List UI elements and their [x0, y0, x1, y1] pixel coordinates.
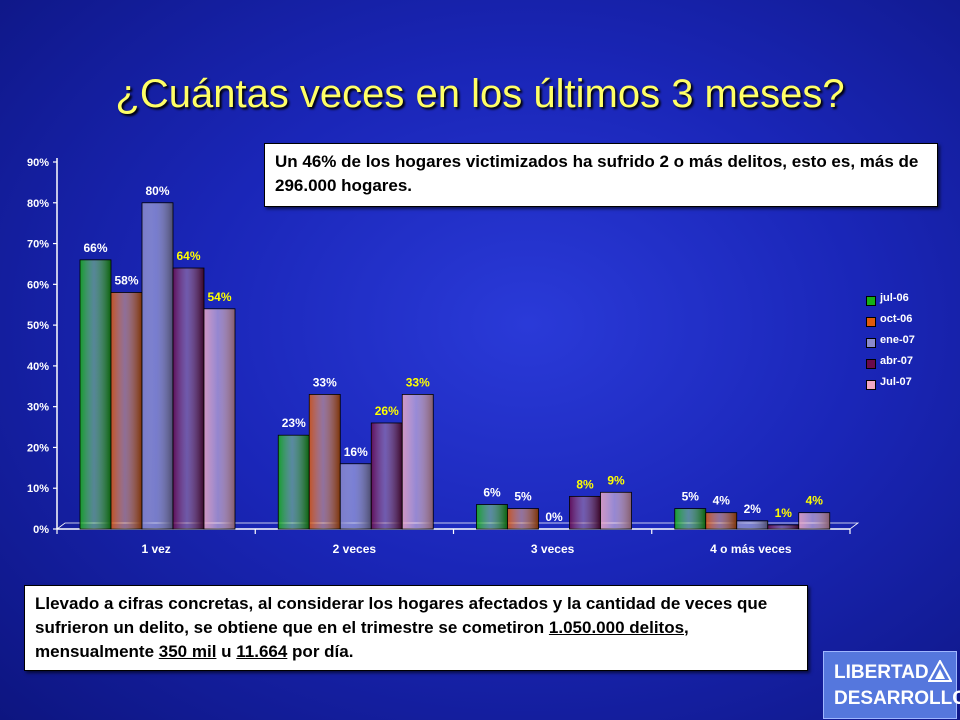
callout-bottom-text-4: por día. — [287, 642, 354, 661]
callout-bottom-text-1: Llevado a cifras concretas, al considera… — [35, 594, 768, 637]
legend-label: ene-07 — [880, 334, 915, 346]
data-label: 2% — [744, 502, 762, 516]
legend-swatch — [866, 380, 876, 390]
bar-jul-06-2 — [277, 434, 310, 530]
page-title: ¿Cuántas veces en los últimos 3 meses? — [115, 72, 845, 116]
data-label: 23% — [282, 416, 306, 430]
logo-line-2: DESARROLLO — [834, 688, 960, 709]
bar-abr-07-3 — [569, 495, 601, 530]
logo: LIBERTAD DESARROLLO — [823, 651, 960, 719]
data-label: 33% — [406, 375, 430, 389]
x-tick-label: 3 veces — [531, 542, 575, 556]
legend-swatch — [866, 338, 876, 348]
bar-Jul-07-4 — [798, 512, 831, 530]
callout-bottom-text-2: mensualmente — [35, 642, 159, 661]
data-label: 4% — [713, 494, 731, 508]
bar-oct-06-1 — [110, 292, 143, 530]
data-label: 4% — [806, 494, 824, 508]
logo-line-1: LIBERTAD — [834, 662, 929, 683]
data-label: 54% — [207, 290, 231, 304]
data-label: 5% — [682, 490, 700, 504]
data-label: 80% — [145, 184, 169, 198]
bar-ene-07-2 — [339, 463, 372, 530]
y-tick-label: 50% — [27, 320, 49, 332]
data-label: 1% — [775, 506, 793, 520]
data-label: 66% — [83, 241, 107, 255]
callout-bottom-text-3: u — [216, 642, 237, 661]
y-tick-label: 90% — [27, 157, 49, 169]
data-label: 16% — [344, 445, 368, 459]
callout-bottom-delitos: 1.050.000 delitos, — [548, 618, 689, 637]
y-tick-label: 40% — [27, 361, 49, 373]
bar-Jul-07-2 — [401, 394, 434, 530]
y-tick-label: 70% — [27, 239, 49, 251]
data-label: 64% — [176, 249, 200, 263]
bar-abr-07-2 — [370, 422, 403, 530]
x-tick-label: 4 o más veces — [710, 542, 792, 556]
data-label: 6% — [483, 486, 501, 500]
y-tick-label: 10% — [27, 483, 49, 495]
data-label: 0% — [545, 510, 563, 524]
legend-label: abr-07 — [880, 355, 914, 367]
logo-triangle-icon — [928, 660, 952, 682]
data-label: 26% — [375, 404, 399, 418]
bar-oct-06-2 — [308, 394, 341, 530]
bar-ene-07-4 — [736, 520, 769, 530]
bar-jul-06-1 — [79, 259, 112, 530]
bar-abr-07-1 — [172, 267, 205, 530]
y-tick-label: 30% — [27, 402, 49, 414]
legend-swatch — [866, 359, 876, 369]
data-label: 8% — [576, 477, 594, 491]
bar-oct-06-4 — [705, 512, 738, 530]
callout-top: Un 46% de los hogares victimizados ha su… — [264, 143, 938, 207]
callout-bottom-diario: 11.664 — [236, 642, 288, 661]
y-tick-label: 0% — [33, 524, 49, 536]
y-tick-label: 20% — [27, 442, 49, 454]
bar-abr-07-4 — [767, 524, 800, 530]
bar-oct-06-3 — [507, 508, 539, 530]
callout-bottom: Llevado a cifras concretas, al considera… — [24, 585, 808, 671]
data-label: 33% — [313, 375, 337, 389]
legend-swatch — [866, 317, 876, 327]
y-tick-label: 80% — [27, 198, 49, 210]
legend-label: oct-06 — [880, 313, 913, 325]
bar-jul-06-3 — [476, 504, 508, 530]
bar-jul-06-4 — [674, 508, 707, 530]
data-label: 9% — [607, 473, 625, 487]
x-tick-label: 1 vez — [141, 542, 170, 556]
legend-swatch — [866, 296, 876, 306]
bar-ene-07-1 — [141, 202, 174, 530]
bar-Jul-07-1 — [203, 308, 236, 530]
x-tick-label: 2 veces — [333, 542, 377, 556]
legend-label: Jul-07 — [880, 376, 912, 388]
data-label: 58% — [114, 273, 138, 287]
callout-bottom-mensual: 350 mil — [158, 642, 217, 661]
data-label: 5% — [514, 490, 532, 504]
legend-label: jul-06 — [880, 292, 909, 304]
y-tick-label: 60% — [27, 279, 49, 291]
bar-Jul-07-3 — [600, 491, 632, 530]
